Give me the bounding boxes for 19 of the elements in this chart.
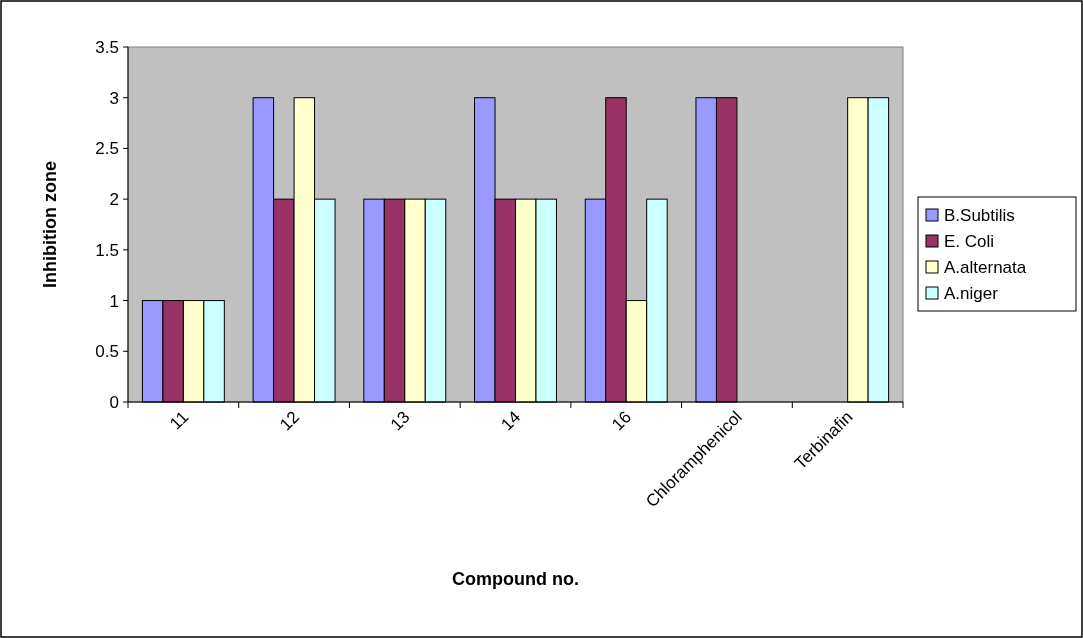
y-tick-label: 3 [109,88,119,108]
x-tick-label: 11 [166,407,193,434]
x-tick-label: 12 [276,407,303,435]
legend-label: B.Subtilis [944,205,1015,225]
y-axis-title: Inhibition zone [40,161,60,288]
x-tick-label: 16 [608,407,636,435]
legend-label: E. Coli [944,231,995,251]
legend-label: A.niger [944,283,999,303]
legend-label: A.alternata [944,257,1027,277]
x-tick-label: 13 [386,407,414,435]
y-tick-label: 2 [109,190,119,210]
y-tick-label: 1 [109,291,119,311]
y-tick-label: 1.5 [95,240,119,260]
y-tick-label: 2.5 [95,139,119,159]
y-tick-label: 0 [109,392,119,412]
x-tick-label: 14 [497,407,525,435]
y-tick-label: 3.5 [95,37,119,57]
y-tick-label: 0.5 [95,342,119,362]
x-axis-title: Compound no. [452,569,579,589]
